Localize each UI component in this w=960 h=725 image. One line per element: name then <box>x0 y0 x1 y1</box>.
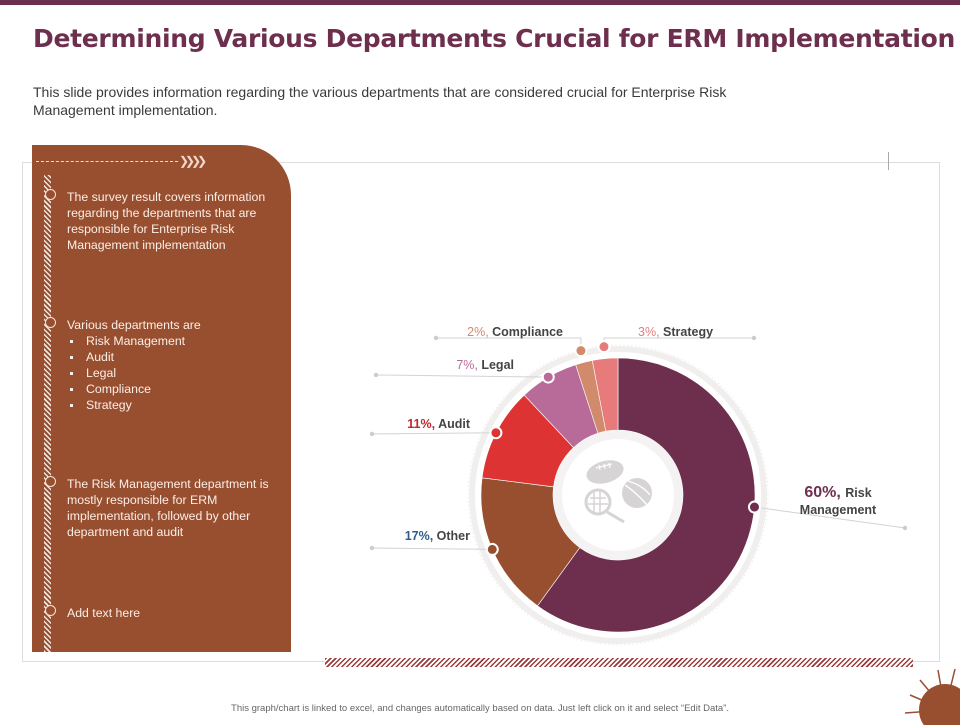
leader-line <box>371 547 493 550</box>
category-label: Compliance <box>492 325 563 339</box>
inner-hole <box>562 439 674 551</box>
top-accent-bar <box>0 0 960 5</box>
data-label-legal: 7%, Legal <box>456 358 514 372</box>
department-bullet: Audit <box>67 349 282 365</box>
leader-end-dot <box>902 525 908 531</box>
department-bullet: Legal <box>67 365 282 381</box>
leader-line <box>371 432 496 435</box>
slice-risk-management <box>537 357 756 633</box>
panel-item-text: Add text here <box>67 606 141 620</box>
leader-end-dot <box>373 372 379 378</box>
percent-label: 17%, <box>405 529 437 543</box>
category-label: Risk <box>845 486 871 500</box>
slice-marker <box>485 542 499 556</box>
percent-label: 2%, <box>467 325 492 339</box>
data-label-compliance: 2%, Compliance <box>467 325 563 339</box>
outer-dotted-ring <box>467 344 769 646</box>
panel-item-add-text: Add text here <box>45 605 282 621</box>
leader-line <box>754 506 906 529</box>
leader-end-dot <box>433 335 439 341</box>
leader-line <box>603 337 754 347</box>
department-bullet: Strategy <box>67 397 282 413</box>
circle-marker-icon <box>45 189 56 200</box>
page-title: Determining Various Departments Crucial … <box>33 24 956 53</box>
category-label: Other <box>437 529 470 543</box>
slice-marker <box>541 370 555 384</box>
department-bullet: Risk Management <box>67 333 282 349</box>
page-subtitle: This slide provides information regardin… <box>33 84 727 118</box>
leader-line <box>375 374 549 378</box>
percent-label: 3%, <box>638 325 663 339</box>
data-label-audit: 11%, Audit <box>407 417 471 431</box>
category-label: Strategy <box>663 325 713 339</box>
department-list: Risk Management Audit Legal Compliance S… <box>67 333 282 413</box>
percent-label: 7%, <box>456 358 481 372</box>
circle-marker-icon <box>45 317 56 328</box>
panel-item-text: The Risk Management department is mostly… <box>67 477 269 539</box>
striped-rail <box>44 175 51 652</box>
leader-end-dot <box>369 545 375 551</box>
percent-label: 60%, <box>804 484 845 501</box>
outer-ring <box>469 346 767 644</box>
department-bullet: Compliance <box>67 381 282 397</box>
data-label-strategy: 3%, Strategy <box>638 325 713 339</box>
frame-tick <box>888 152 889 170</box>
info-panel: ❯❯❯❯ The survey result covers informatio… <box>32 145 291 652</box>
dotted-line <box>36 161 178 162</box>
chevrons-icon: ❯❯❯❯ <box>179 154 207 168</box>
circle-marker-icon <box>45 605 56 616</box>
percent-label: 11%, <box>407 417 438 431</box>
hatched-bar <box>325 658 913 667</box>
leader-end-dot <box>369 431 375 437</box>
category-label: Legal <box>481 358 514 372</box>
slice-marker <box>747 500 761 514</box>
footer-note: This graph/chart is linked to excel, and… <box>231 703 729 714</box>
panel-item-text: The survey result covers information reg… <box>67 190 266 252</box>
category-label-line2: Management <box>800 503 877 517</box>
slice-marker <box>574 344 588 358</box>
leader-line <box>436 337 582 351</box>
panel-item-text: Various departments are <box>67 318 201 332</box>
data-label-risk-management: 60%, Risk <box>804 484 871 501</box>
slice-marker <box>489 426 503 440</box>
data-label-other: 17%, Other <box>405 529 470 543</box>
panel-item-departments: Various departments are Risk Management … <box>45 317 282 413</box>
sports-balls-icon <box>584 460 652 524</box>
circle-marker-icon <box>45 476 56 487</box>
splat-decoration-icon <box>904 668 960 725</box>
category-label: Audit <box>438 417 471 431</box>
slice-marker <box>597 340 611 354</box>
panel-item-risk-management: The Risk Management department is mostly… <box>45 476 282 540</box>
leader-end-dot <box>751 335 757 341</box>
panel-item-survey: The survey result covers information reg… <box>45 189 282 253</box>
